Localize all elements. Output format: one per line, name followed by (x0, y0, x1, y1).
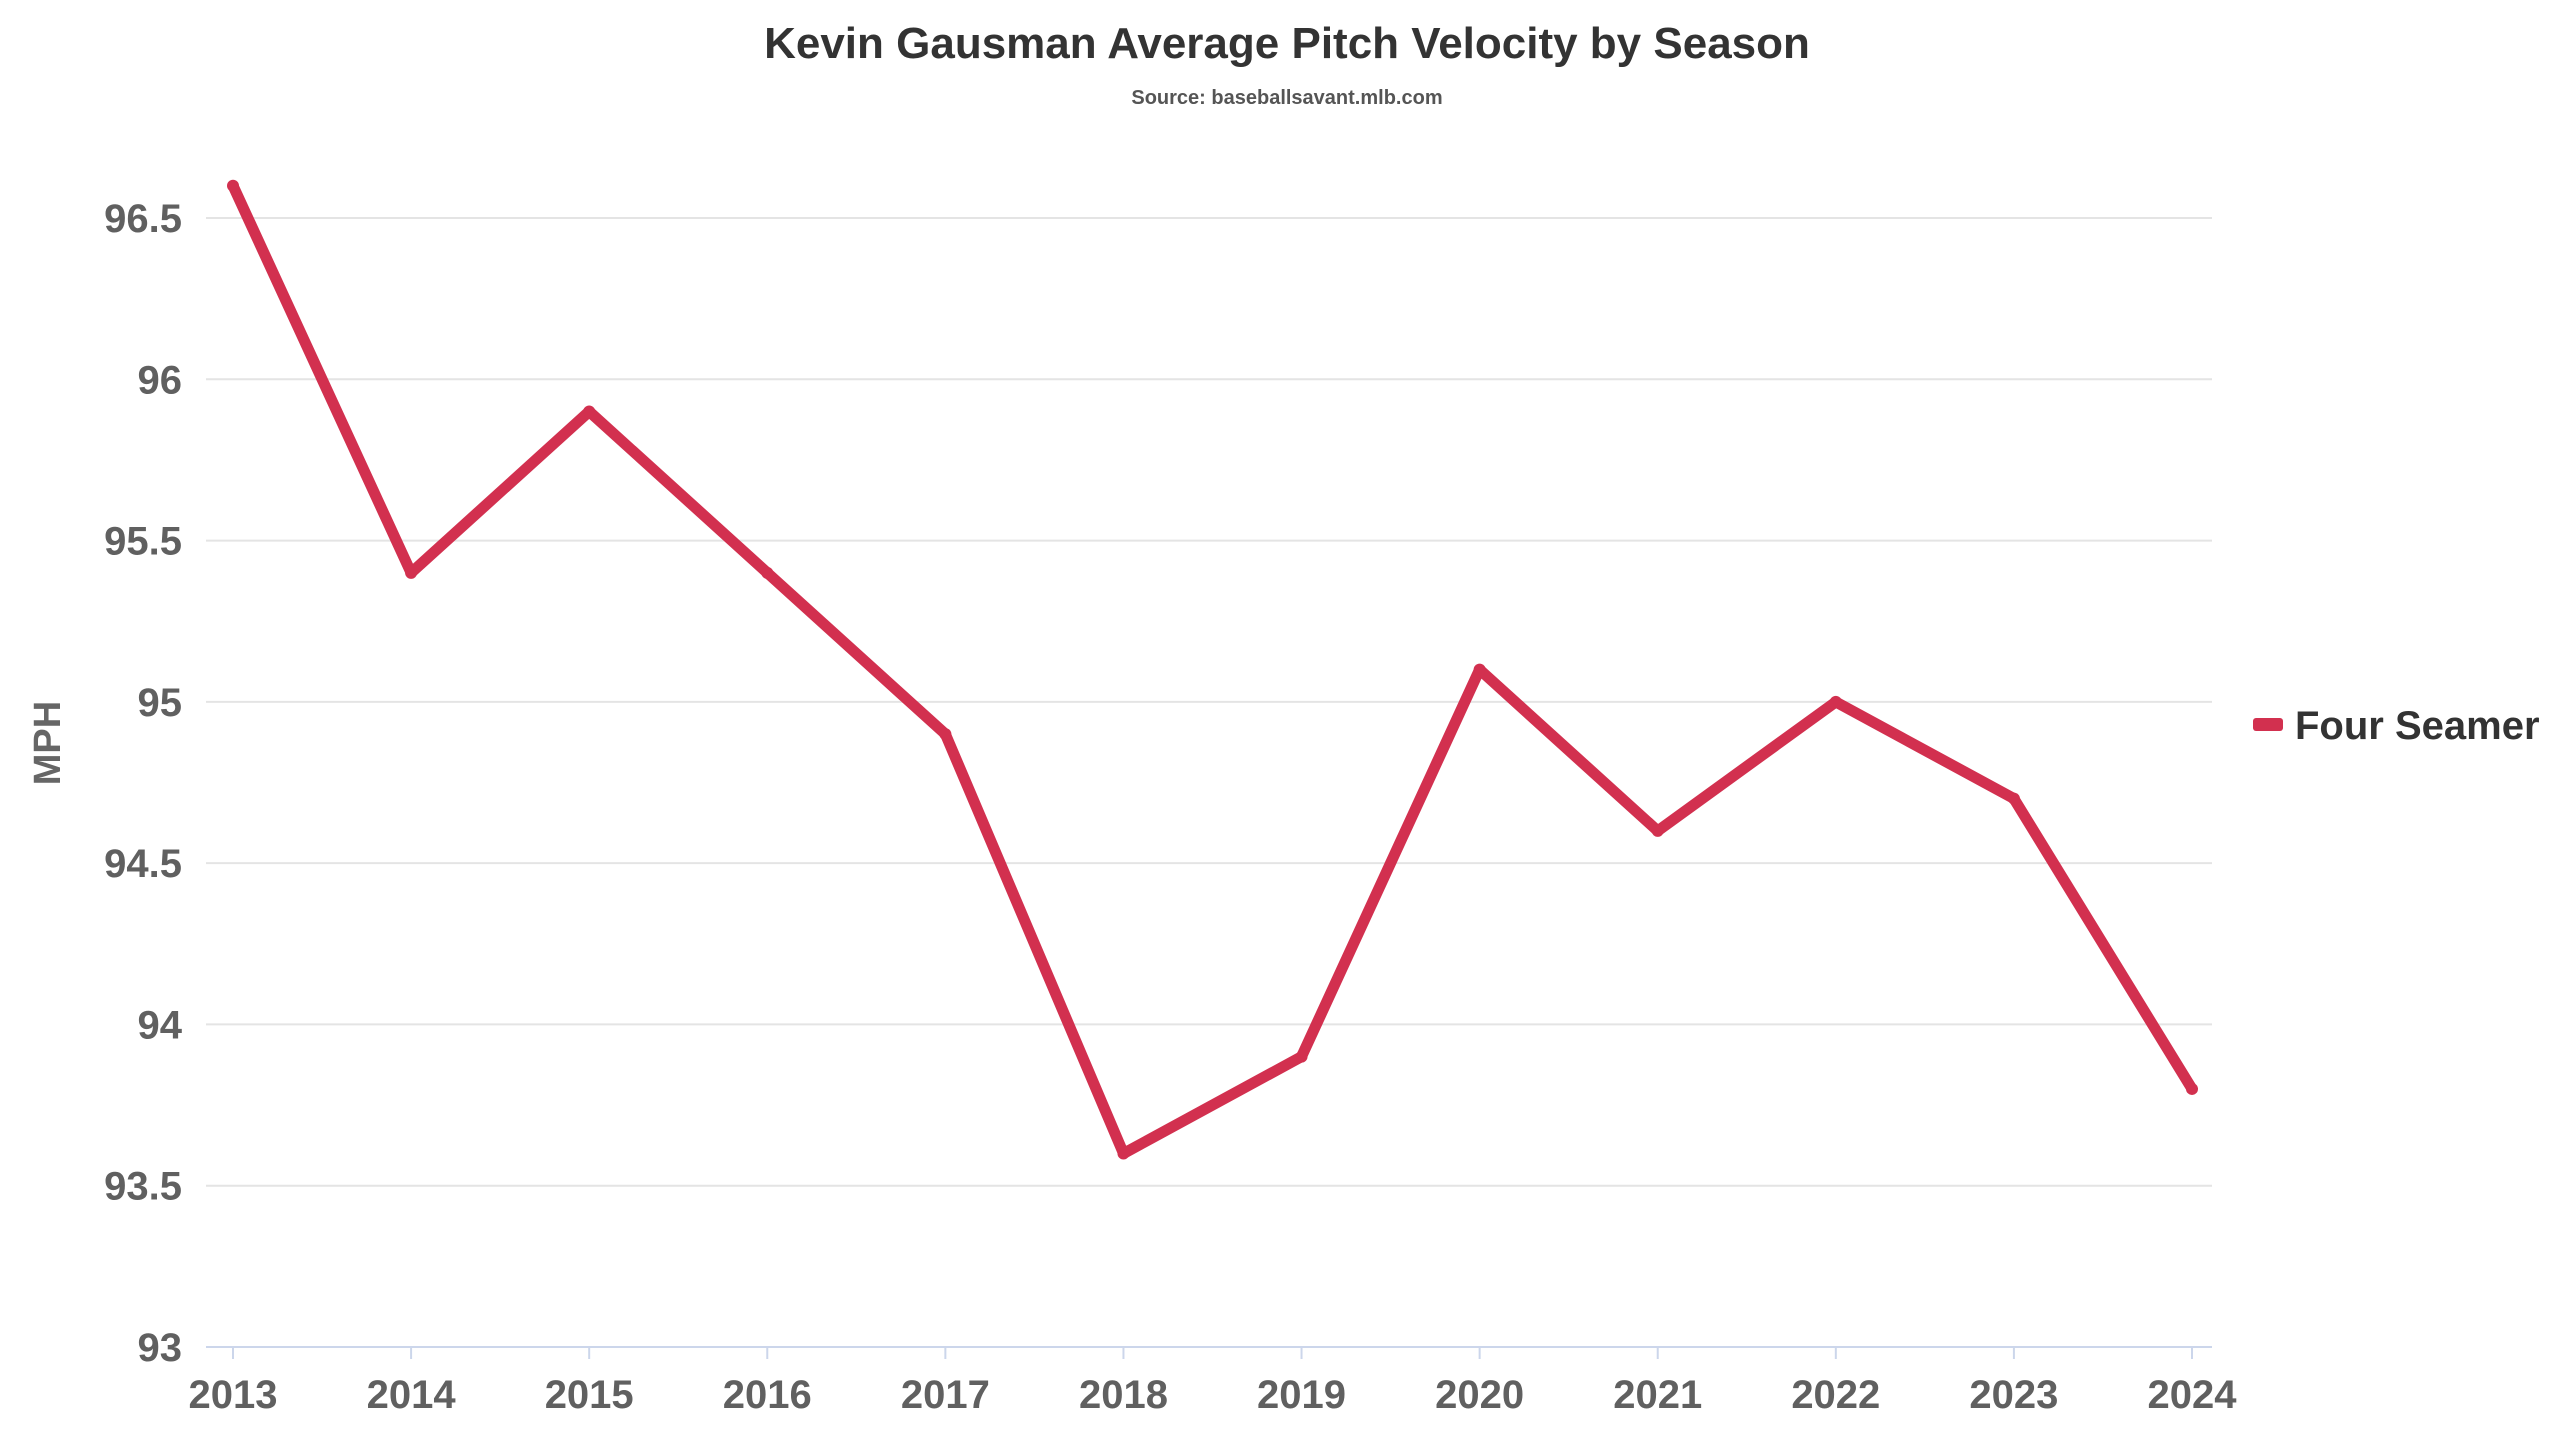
y-tick-label: 93 (138, 1326, 183, 1370)
x-tick-label: 2022 (1791, 1373, 1880, 1417)
x-tick-label: 2023 (1969, 1373, 2058, 1417)
x-tick-label: 2018 (1079, 1373, 1168, 1417)
data-point[interactable] (1295, 1050, 1308, 1063)
data-point[interactable] (583, 405, 596, 418)
data-point[interactable] (939, 728, 952, 741)
x-tick-labels: 2013 2014 2015 2016 2017 2018 2019 2020 2021 2022… (189, 1373, 2238, 1417)
chart-title: Kevin Gausman Average Pitch Velocity by … (764, 19, 1810, 68)
x-tick-label: 2014 (367, 1373, 457, 1417)
data-point[interactable] (2007, 792, 2020, 805)
y-tick-label: 96.5 (104, 197, 182, 241)
data-point[interactable] (1651, 824, 1664, 837)
x-tick-label: 2019 (1257, 1373, 1346, 1417)
legend-swatch-four-seamer (2253, 718, 2283, 731)
gridlines (206, 217, 2212, 1187)
data-point[interactable] (227, 179, 239, 192)
x-axis (206, 1346, 2212, 1359)
y-tick-label: 93.5 (104, 1165, 182, 1209)
y-tick-label: 95 (138, 681, 183, 725)
y-axis-label: MPH (27, 701, 69, 785)
data-point[interactable] (2186, 1082, 2198, 1095)
series-lines (227, 179, 2198, 1160)
x-tick-label: 2020 (1435, 1373, 1524, 1417)
data-point[interactable] (405, 566, 418, 579)
y-tick-label: 94 (138, 1003, 183, 1047)
x-tick-label: 2015 (545, 1373, 634, 1417)
x-tick-label: 2021 (1613, 1373, 1702, 1417)
y-tick-label: 96 (138, 358, 183, 402)
x-tick-label: 2013 (189, 1373, 278, 1417)
y-tick-label: 95.5 (104, 520, 182, 564)
data-point[interactable] (1473, 663, 1486, 676)
y-tick-label: 94.5 (104, 842, 182, 886)
x-tick-label: 2024 (2148, 1373, 2238, 1417)
data-point[interactable] (1117, 1147, 1130, 1160)
x-tick-label: 2016 (723, 1373, 812, 1417)
legend-label-four-seamer: Four Seamer (2295, 704, 2540, 748)
series-line-four-seamer[interactable] (227, 180, 2198, 1159)
chart-subtitle: Source: baseballsavant.mlb.com (1131, 87, 1442, 109)
data-point[interactable] (1829, 695, 1842, 708)
legend[interactable]: Four Seamer (2253, 704, 2540, 748)
data-point[interactable] (761, 566, 774, 579)
x-tick-label: 2017 (901, 1373, 990, 1417)
y-tick-labels: 93 93.5 94 94.5 95 95.5 96 96.5 (104, 197, 183, 1370)
